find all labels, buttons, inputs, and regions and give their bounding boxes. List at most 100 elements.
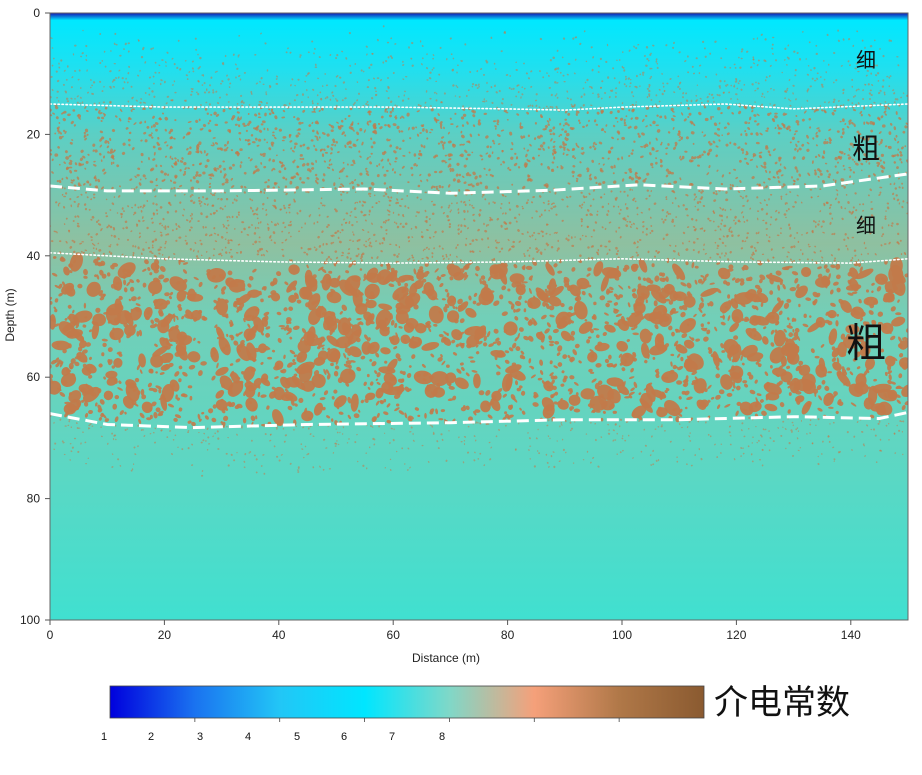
grain [103, 86, 105, 88]
grain [390, 37, 393, 40]
grain [356, 99, 359, 102]
grain [99, 80, 102, 83]
grain [798, 58, 802, 61]
grain [66, 100, 70, 103]
grain [572, 37, 575, 40]
grain [81, 52, 84, 55]
grain [474, 83, 478, 87]
grain [515, 68, 518, 72]
grain [709, 52, 712, 55]
grain [52, 57, 55, 60]
grain [813, 66, 816, 70]
grain [743, 83, 746, 86]
grain [666, 82, 669, 85]
grain [589, 85, 592, 88]
grain [329, 98, 332, 101]
grain [597, 95, 600, 98]
grain [179, 68, 182, 71]
grain [781, 71, 783, 74]
grain [194, 37, 197, 40]
grain [716, 247, 719, 249]
grain [713, 100, 715, 103]
grain [857, 70, 860, 73]
grain [559, 71, 562, 74]
grain [154, 71, 157, 74]
grain [50, 37, 53, 39]
grain [394, 43, 397, 45]
grain [714, 40, 717, 43]
grain [585, 60, 588, 63]
grain [820, 83, 824, 86]
grain [510, 88, 513, 91]
grain [530, 85, 533, 88]
grain [375, 90, 377, 93]
grain [768, 75, 771, 78]
grain [606, 43, 609, 47]
grain [612, 67, 615, 70]
grain [186, 78, 189, 81]
grain [764, 38, 767, 41]
grain [219, 96, 221, 99]
grain [548, 86, 551, 89]
grain [140, 98, 143, 100]
grain [647, 59, 650, 62]
grain [58, 66, 61, 69]
grain [869, 89, 872, 92]
grain [82, 29, 84, 32]
grain [210, 76, 213, 79]
grain [250, 93, 253, 95]
grain [440, 101, 443, 104]
grain [847, 60, 850, 63]
grain [861, 39, 864, 42]
grain [316, 102, 319, 105]
grain [57, 100, 60, 102]
grain [734, 80, 738, 83]
grain [677, 85, 680, 89]
grain [771, 53, 774, 55]
grain [265, 91, 267, 93]
grain [833, 51, 836, 55]
grain [483, 73, 485, 76]
grain [421, 63, 423, 66]
grain [542, 76, 545, 79]
grain [366, 86, 370, 89]
grain [74, 97, 76, 100]
grain [435, 99, 438, 102]
grain [290, 84, 292, 87]
grain [628, 49, 631, 52]
grain [478, 85, 481, 88]
grain [174, 91, 177, 94]
grain [809, 85, 812, 88]
grain [892, 89, 895, 92]
grain [402, 64, 405, 66]
grain [690, 99, 693, 103]
grain [888, 85, 891, 88]
grain [621, 102, 624, 105]
grain [529, 104, 532, 107]
grain [112, 78, 116, 82]
grain [190, 90, 194, 93]
grain [735, 77, 738, 81]
grain [672, 46, 675, 49]
grain [833, 98, 836, 101]
grain [770, 87, 772, 90]
grain [807, 65, 810, 67]
grain [91, 84, 93, 87]
grain [320, 98, 323, 101]
grain [76, 101, 79, 104]
grain [384, 59, 388, 63]
grain [158, 71, 161, 74]
grain [888, 39, 891, 42]
grain [869, 44, 873, 48]
grain [90, 79, 92, 81]
grain [658, 100, 661, 103]
grain [287, 47, 289, 50]
grain [509, 75, 512, 77]
grain [300, 101, 303, 103]
grain [443, 92, 446, 95]
grain [621, 51, 624, 53]
grain [810, 69, 812, 71]
grain [387, 86, 390, 90]
grain [260, 32, 262, 35]
grain [614, 95, 617, 98]
